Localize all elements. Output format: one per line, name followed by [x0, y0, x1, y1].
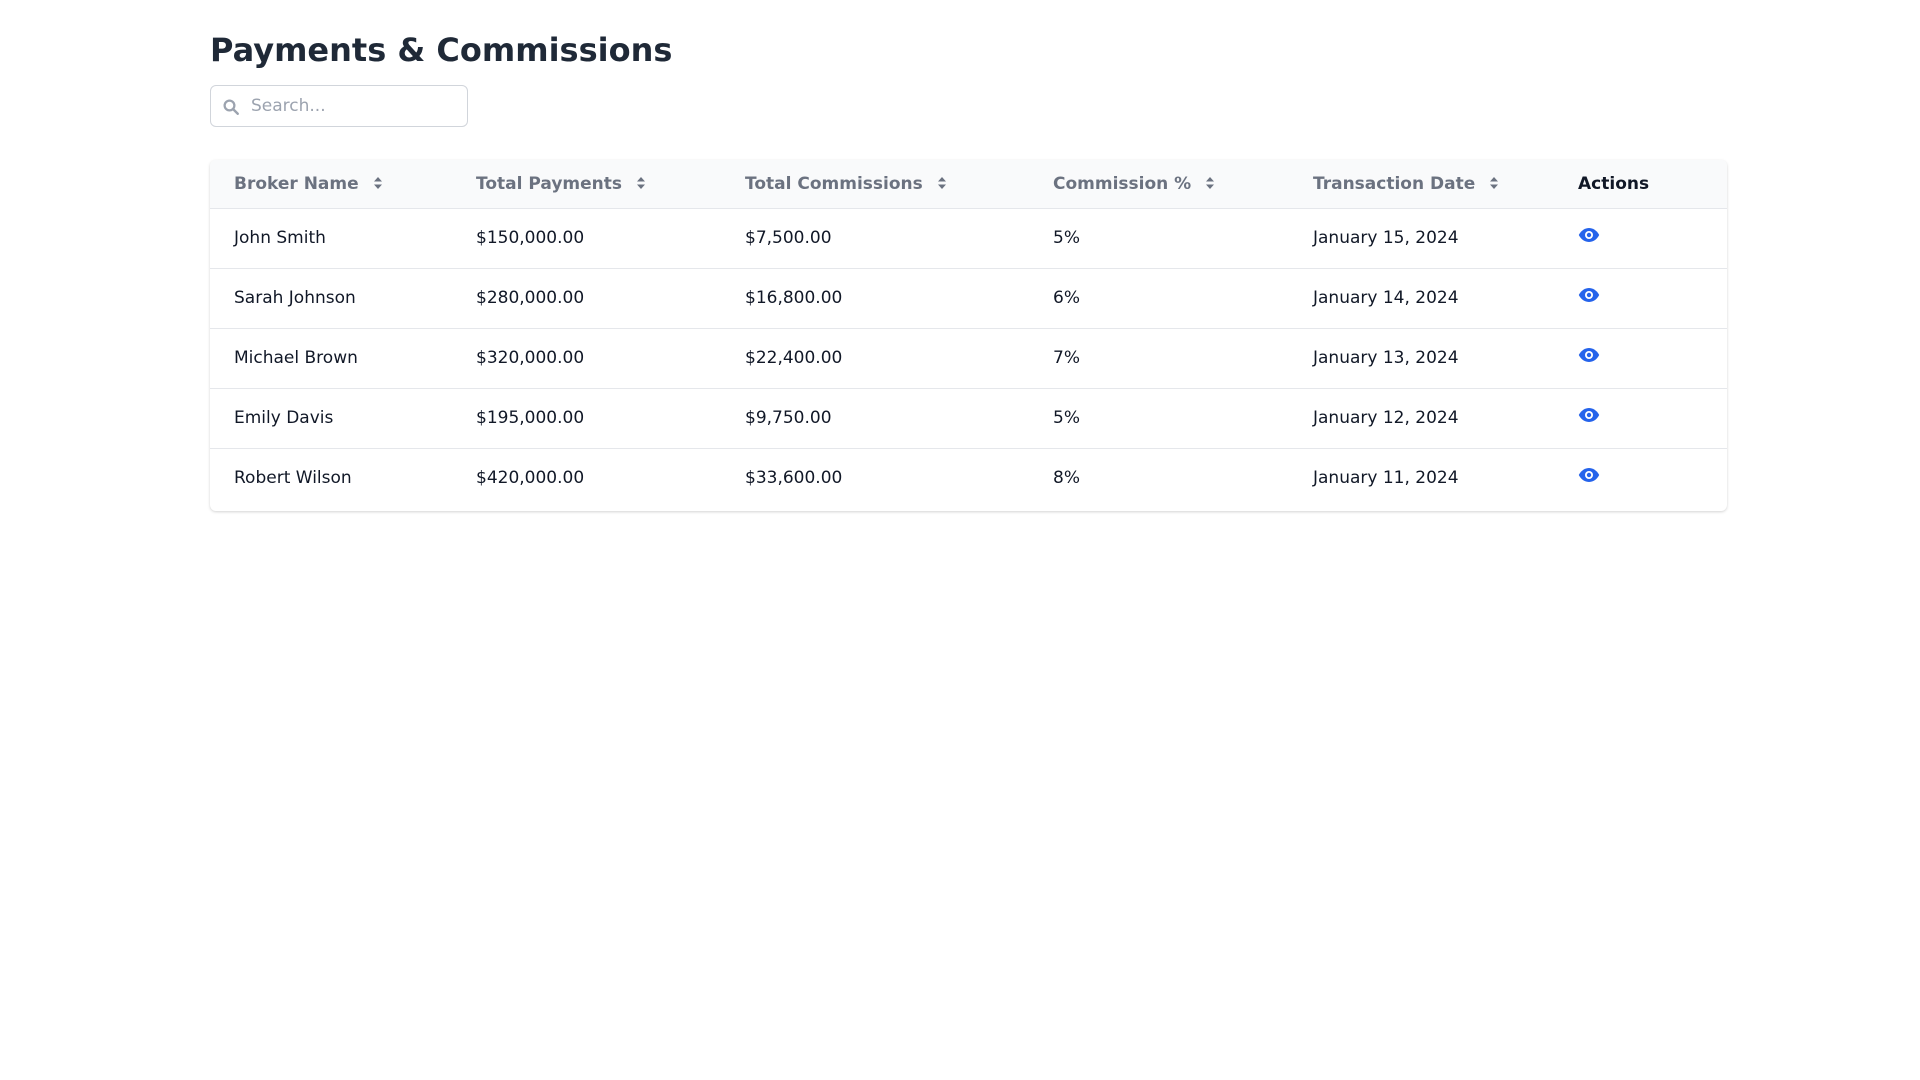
transaction-date-cell: January 12, 2024 — [1313, 408, 1459, 428]
eye-icon[interactable] — [1578, 347, 1600, 363]
eye-icon[interactable] — [1578, 467, 1600, 483]
sort-icon — [1206, 176, 1215, 189]
broker-name-cell: Michael Brown — [234, 348, 358, 368]
sort-icon — [373, 176, 382, 189]
actions-cell — [1578, 388, 1727, 448]
total-commissions-cell: $7,500.00 — [745, 228, 832, 248]
total-commissions-cell: $22,400.00 — [745, 348, 843, 368]
search-input[interactable] — [251, 86, 461, 126]
total-commissions-cell: $33,600.00 — [745, 468, 843, 489]
commission-pct-cell: 7% — [1053, 348, 1080, 368]
broker-name-cell: John Smith — [234, 228, 326, 248]
total-payments-cell: $320,000.00 — [476, 348, 585, 368]
actions-cell — [1578, 208, 1727, 268]
table-row: Emily Davis $195,000.00 $9,750.00 5% Jan… — [210, 388, 1727, 448]
sort-icon — [1490, 176, 1499, 189]
broker-name-cell: Emily Davis — [234, 408, 334, 428]
column-header-transaction-date[interactable]: Transaction Date — [1289, 160, 1578, 208]
eye-icon[interactable] — [1578, 287, 1600, 303]
transaction-date-cell: January 13, 2024 — [1313, 348, 1459, 368]
table-row: Sarah Johnson $280,000.00 $16,800.00 6% … — [210, 268, 1727, 328]
eye-icon[interactable] — [1578, 407, 1600, 423]
total-payments-cell: $195,000.00 — [476, 408, 585, 428]
search-icon — [223, 99, 239, 115]
commission-pct-cell: 8% — [1053, 468, 1080, 489]
total-payments-cell: $420,000.00 — [476, 468, 585, 489]
eye-icon[interactable] — [1578, 227, 1600, 243]
column-header-label: Actions — [1578, 173, 1650, 194]
broker-name-cell: Robert Wilson — [234, 468, 352, 489]
total-payments-cell: $150,000.00 — [476, 228, 585, 248]
table-header-row: Broker Name Total Payments Total Commiss… — [210, 160, 1727, 208]
transaction-date-cell: January 15, 2024 — [1313, 228, 1459, 248]
actions-cell — [1578, 328, 1727, 388]
column-header-broker-name[interactable]: Broker Name — [210, 160, 452, 208]
payments-table: Broker Name Total Payments Total Commiss… — [210, 160, 1727, 511]
transaction-date-cell: January 14, 2024 — [1313, 288, 1459, 308]
search-box[interactable] — [210, 85, 468, 127]
column-header-label: Total Payments — [476, 173, 622, 194]
commission-pct-cell: 5% — [1053, 408, 1080, 428]
page-title: Payments & Commissions — [210, 31, 673, 69]
total-commissions-cell: $9,750.00 — [745, 408, 832, 428]
table-row: Robert Wilson $420,000.00 $33,600.00 8% … — [210, 448, 1727, 508]
column-header-label: Total Commissions — [745, 173, 923, 194]
total-payments-cell: $280,000.00 — [476, 288, 585, 308]
column-header-label: Transaction Date — [1313, 173, 1476, 194]
column-header-label: Broker Name — [234, 173, 359, 194]
table-row: John Smith $150,000.00 $7,500.00 5% Janu… — [210, 208, 1727, 268]
transaction-date-cell: January 11, 2024 — [1313, 468, 1459, 489]
commission-pct-cell: 5% — [1053, 228, 1080, 248]
sort-icon — [636, 176, 645, 189]
commission-pct-cell: 6% — [1053, 288, 1080, 308]
actions-cell — [1578, 448, 1727, 508]
broker-name-cell: Sarah Johnson — [234, 288, 356, 308]
column-header-total-payments[interactable]: Total Payments — [452, 160, 721, 208]
table-row: Michael Brown $320,000.00 $22,400.00 7% … — [210, 328, 1727, 388]
column-header-actions: Actions — [1578, 160, 1727, 208]
actions-cell — [1578, 268, 1727, 328]
sort-icon — [937, 176, 946, 189]
total-commissions-cell: $16,800.00 — [745, 288, 843, 308]
column-header-commission-pct[interactable]: Commission % — [1029, 160, 1289, 208]
column-header-label: Commission % — [1053, 173, 1192, 194]
column-header-total-commissions[interactable]: Total Commissions — [721, 160, 1029, 208]
